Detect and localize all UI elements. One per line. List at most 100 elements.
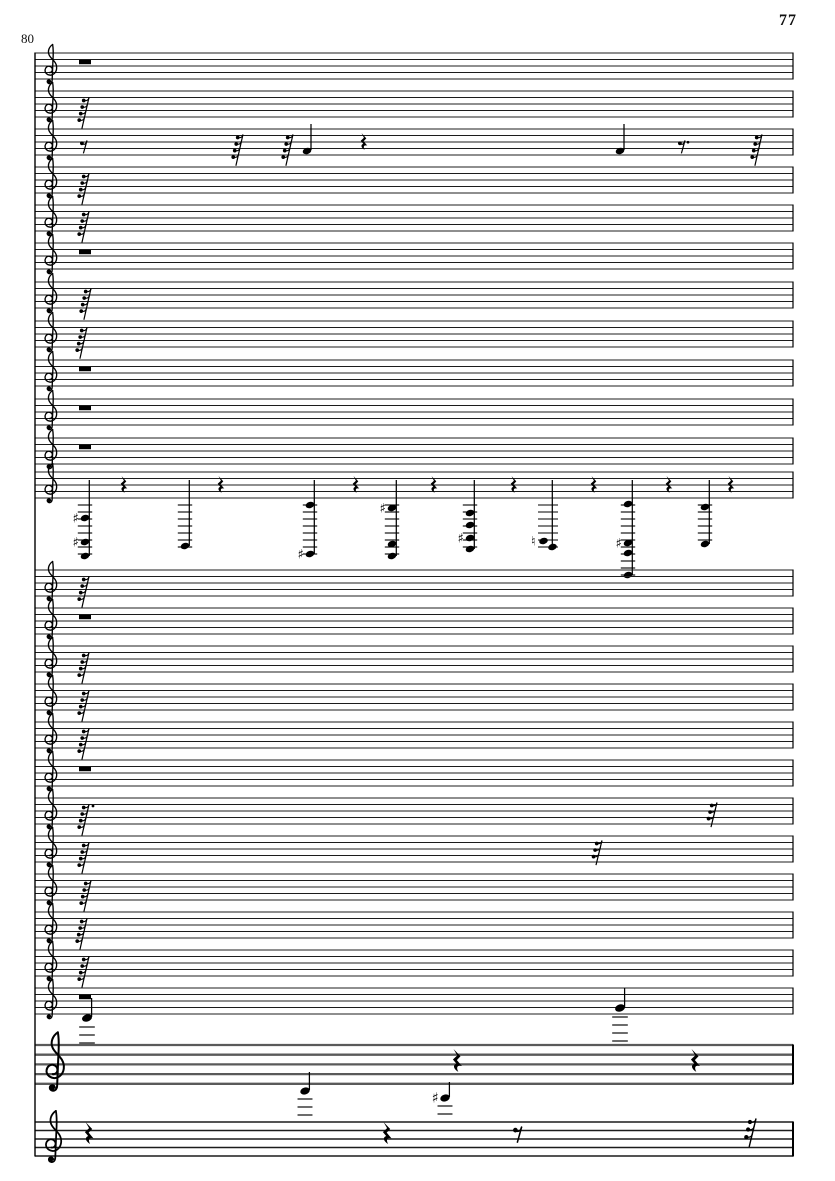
staff-12: ♯♯♯♯♯ ♮ ♯ (35, 462, 794, 579)
event-r64 (77, 956, 90, 988)
rest-flag-dot (231, 155, 236, 159)
event-r32 (744, 1118, 757, 1148)
clef-ball (47, 309, 51, 313)
accidental-sharp: ♯ (432, 1091, 439, 1107)
clef-swirl (44, 826, 58, 859)
event-rq (352, 476, 360, 493)
event-r32 (591, 840, 603, 866)
event-rq (665, 476, 673, 493)
staff-4 (35, 157, 794, 205)
rest-flag-dot (78, 926, 83, 930)
rest-stem (285, 134, 294, 166)
rest-flag-dot (709, 803, 714, 808)
rest-flag-dot (708, 810, 712, 814)
staff-21 (35, 864, 794, 912)
treble-clef-icon (44, 462, 58, 504)
rest-flag-dot (79, 901, 84, 906)
rest-flag-dot (754, 135, 759, 140)
notehead (465, 534, 475, 542)
event-r64 (281, 134, 294, 166)
event-r64 (77, 97, 90, 129)
event-chord (697, 480, 713, 548)
clef-ball (47, 80, 51, 84)
rest-flag-dot (81, 174, 86, 179)
rest-stem (81, 97, 90, 129)
event-r64 (75, 327, 88, 359)
rest-flag-dot (80, 302, 85, 307)
treble-clef-icon (44, 233, 58, 275)
event-r64 (79, 880, 92, 912)
notehead (623, 500, 633, 508)
whole-rest-glyph (79, 444, 91, 450)
rest-flag-dot (77, 863, 82, 868)
event-note (297, 1072, 313, 1116)
staff-6 (35, 233, 794, 275)
quarter-rest-glyph (727, 476, 735, 493)
rest-flag-dot (80, 964, 85, 968)
notehead (465, 545, 475, 553)
quarter-rest-glyph (352, 476, 360, 493)
clef-ball (47, 863, 51, 867)
rest-flag-dot (82, 888, 87, 892)
treble-clef-icon (45, 1031, 65, 1092)
event-rq (452, 1049, 462, 1072)
treble-clef-icon (44, 43, 58, 85)
accidental-sharp: ♯ (73, 512, 79, 527)
rest-flag-dot (79, 328, 84, 333)
rest-flag-dot (76, 341, 81, 346)
event-rq (360, 133, 368, 150)
event-note (612, 988, 628, 1042)
rest-stem (595, 840, 603, 866)
treble-clef-icon (44, 902, 58, 944)
accidental-sharp: ♯ (73, 536, 79, 551)
notehead (440, 1094, 450, 1102)
clef-swirl (44, 157, 58, 190)
rest-stem (710, 802, 718, 828)
staff-10 (35, 389, 794, 431)
clef-ball (49, 1085, 55, 1091)
rest-flag-dot (81, 98, 86, 103)
rest-flag-dot (77, 194, 82, 198)
clef-ball (47, 118, 51, 122)
rest-stem (82, 140, 88, 154)
event-chord: ♯ (380, 480, 400, 560)
notehead (387, 540, 397, 548)
event-wrest (79, 994, 91, 1000)
event-note (615, 124, 625, 155)
rest-flag-dot (80, 219, 85, 223)
notehead (623, 539, 633, 547)
rest-flag-dot (706, 816, 711, 821)
accidental-sharp: ♯ (616, 537, 622, 552)
event-r64 (77, 652, 90, 684)
clef-ball (47, 348, 51, 352)
staff-25 (35, 988, 794, 1092)
event-rq (510, 476, 518, 493)
rest-stem (79, 918, 88, 950)
event-r8d (678, 140, 690, 154)
staff-1 (35, 43, 794, 85)
rest-flag-dot (81, 729, 86, 734)
clef-ball (47, 673, 51, 677)
event-r64 (79, 288, 92, 320)
clef-swirl (45, 1031, 65, 1080)
rest-flag-dot (77, 118, 82, 122)
notehead (80, 538, 90, 546)
rest-flag-dot (750, 155, 755, 159)
quarter-rest-glyph (217, 476, 225, 493)
accidental-sharp: ♯ (458, 532, 464, 547)
rest-flag-dot (81, 957, 86, 962)
rest-flag-dot (83, 289, 88, 294)
accidental-sharp: ♯ (380, 502, 386, 517)
rest-flag-dot (78, 666, 83, 671)
staff-24 (35, 978, 794, 1020)
rest-stem (81, 211, 90, 243)
rest-flag-dot (594, 841, 599, 846)
clef-ball (47, 749, 51, 753)
rest-stem (748, 1118, 757, 1148)
rest-stem (81, 956, 90, 988)
event-r64 (77, 690, 90, 722)
clef-swirl (44, 598, 58, 631)
rest-flag-dot (80, 105, 85, 109)
event-wrest (79, 766, 91, 772)
clef-ball (47, 387, 51, 391)
